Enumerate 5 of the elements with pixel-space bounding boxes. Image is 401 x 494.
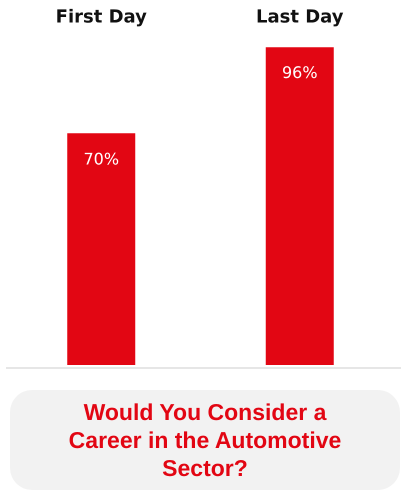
x-tick-label: Last Day (256, 6, 344, 28)
x-tick-label: First Day (56, 6, 148, 28)
data-label: 70% (83, 149, 120, 168)
data-label: 96% (282, 63, 318, 82)
text: Would You Consider a Career in the Automotive Sector? (10, 390, 400, 490)
